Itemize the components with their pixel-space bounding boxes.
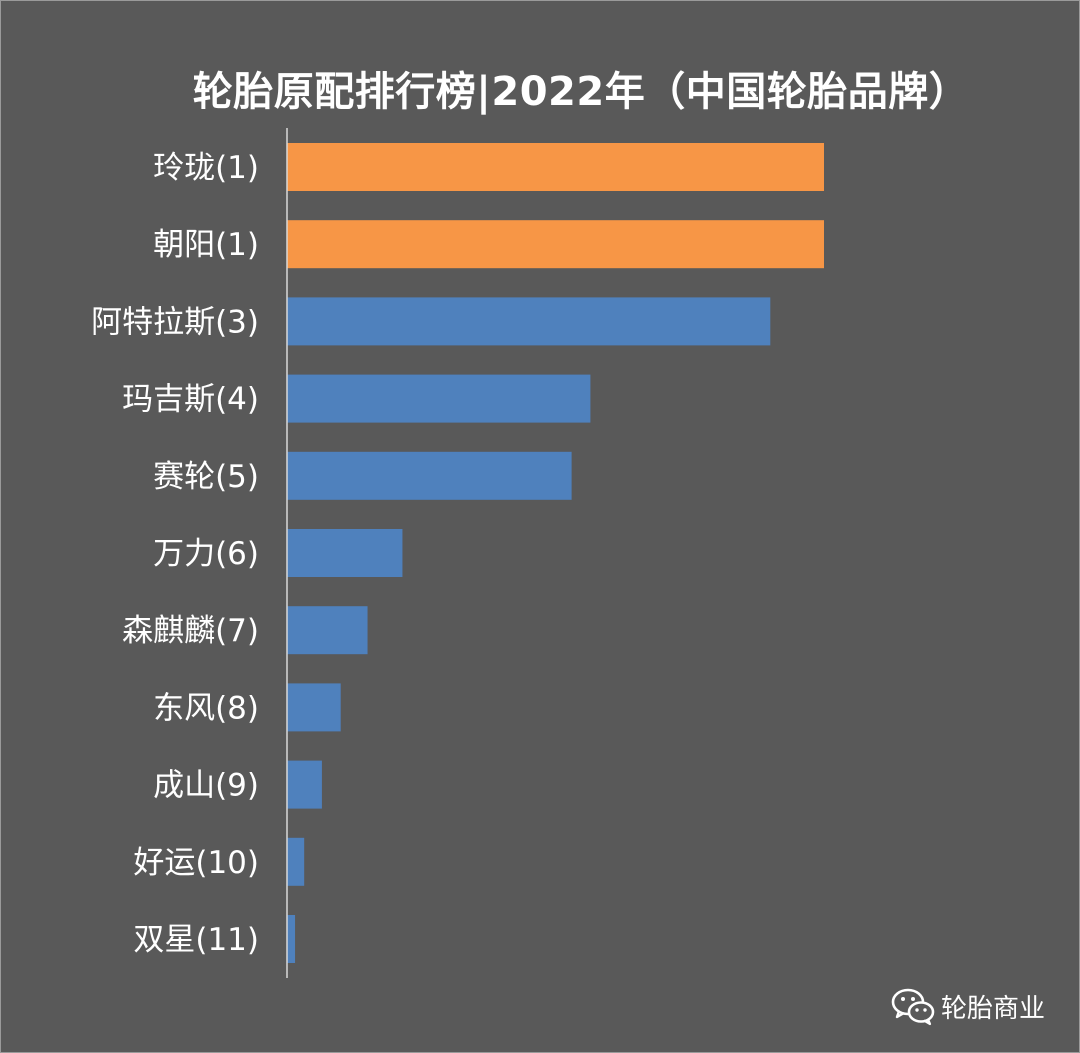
- bar-5: [287, 451, 572, 500]
- category-label-7: 森麒麟(7): [122, 613, 259, 649]
- bar-3: [287, 297, 771, 346]
- bar-7: [287, 606, 368, 655]
- category-label-8: 东风(8): [153, 690, 259, 726]
- bar-11: [287, 915, 296, 963]
- bar-2: [287, 220, 824, 269]
- chart-title: 轮胎原配排行榜|2022年（中国轮胎品牌）: [192, 69, 970, 115]
- wechat-icon: [891, 988, 935, 1026]
- category-label-1: 玲珑(1): [153, 150, 259, 186]
- bar-9: [287, 760, 322, 809]
- bar-6: [287, 529, 403, 577]
- category-label-3: 阿特拉斯(3): [91, 304, 259, 340]
- category-label-10: 好运(10): [133, 845, 259, 881]
- category-label-5: 赛轮(5): [153, 459, 259, 495]
- bar-8: [287, 683, 341, 732]
- category-label-11: 双星(11): [133, 922, 259, 958]
- category-label-6: 万力(6): [153, 536, 259, 572]
- bar-4: [287, 374, 591, 423]
- category-label-4: 玛吉斯(4): [122, 382, 259, 418]
- category-label-9: 成山(9): [153, 768, 259, 804]
- watermark-text: 轮胎商业: [941, 993, 1046, 1024]
- watermark: 轮胎商业: [891, 984, 1045, 1028]
- bar-10: [287, 837, 305, 886]
- bar-1: [287, 143, 824, 191]
- category-label-2: 朝阳(1): [153, 227, 259, 263]
